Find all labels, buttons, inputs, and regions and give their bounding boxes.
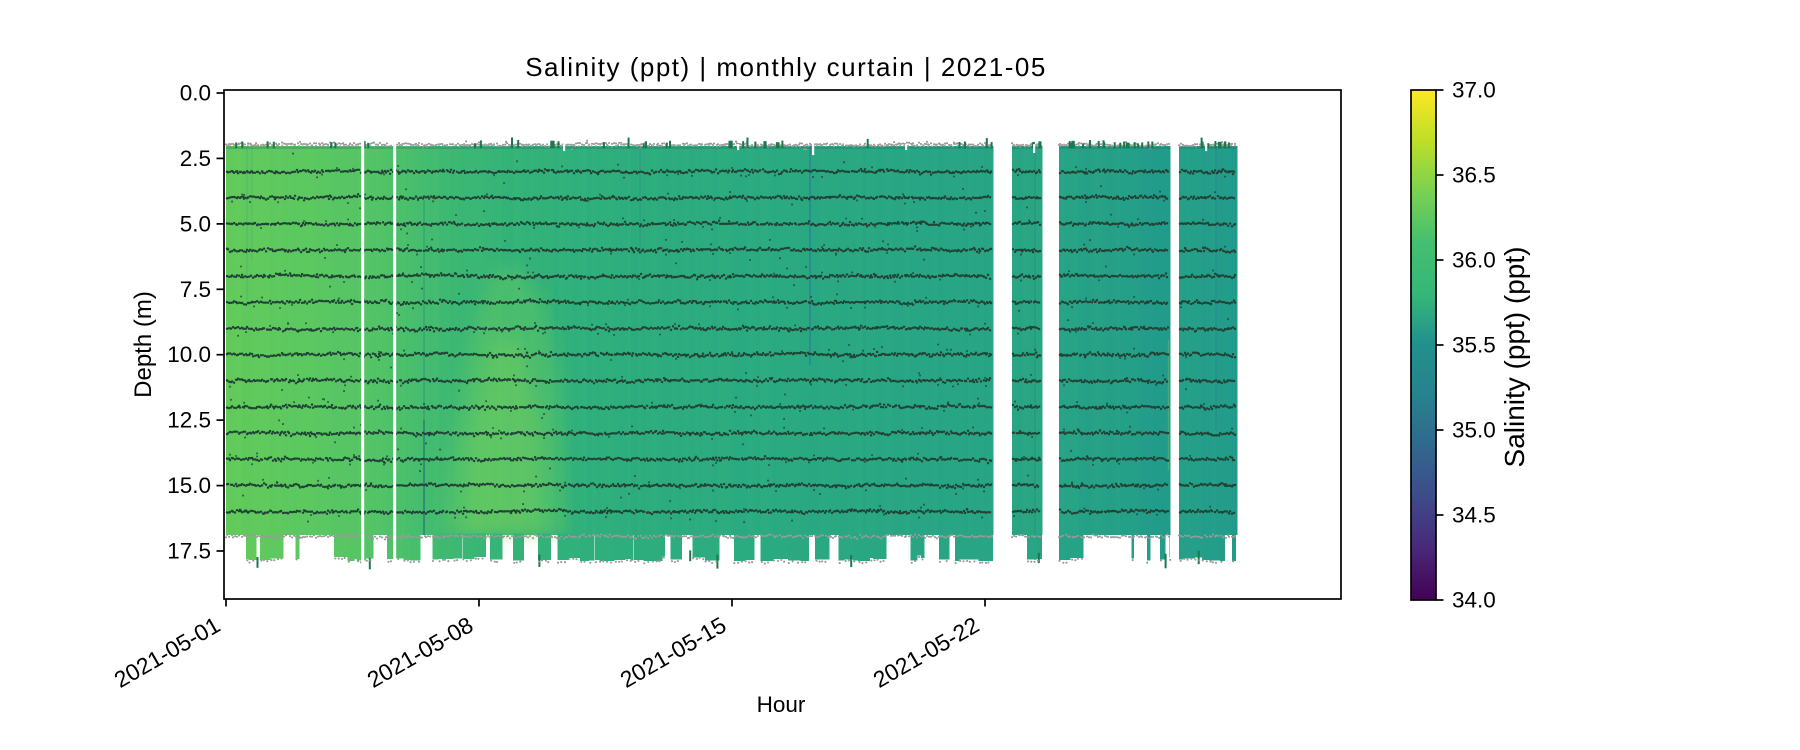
svg-text:0.0: 0.0 xyxy=(180,81,211,106)
svg-text:35.5: 35.5 xyxy=(1452,333,1496,358)
svg-text:10.0: 10.0 xyxy=(167,342,211,367)
svg-text:36.5: 36.5 xyxy=(1452,163,1496,188)
svg-text:34.5: 34.5 xyxy=(1452,503,1496,528)
svg-text:Hour: Hour xyxy=(757,692,806,717)
svg-text:37.0: 37.0 xyxy=(1452,78,1496,103)
svg-text:34.0: 34.0 xyxy=(1452,588,1496,613)
svg-text:15.0: 15.0 xyxy=(167,473,211,498)
svg-text:Salinity (ppt) | monthly curta: Salinity (ppt) | monthly curtain | 2021-… xyxy=(525,52,1047,82)
svg-text:7.5: 7.5 xyxy=(180,277,211,302)
svg-text:Salinity (ppt) (ppt): Salinity (ppt) (ppt) xyxy=(1499,247,1530,468)
svg-text:5.0: 5.0 xyxy=(180,211,211,236)
svg-text:Depth (m): Depth (m) xyxy=(130,291,157,398)
svg-text:17.5: 17.5 xyxy=(167,539,211,564)
svg-text:36.0: 36.0 xyxy=(1452,248,1496,273)
svg-text:35.0: 35.0 xyxy=(1452,418,1496,443)
svg-text:12.5: 12.5 xyxy=(167,408,211,433)
svg-text:2.5: 2.5 xyxy=(180,146,211,171)
